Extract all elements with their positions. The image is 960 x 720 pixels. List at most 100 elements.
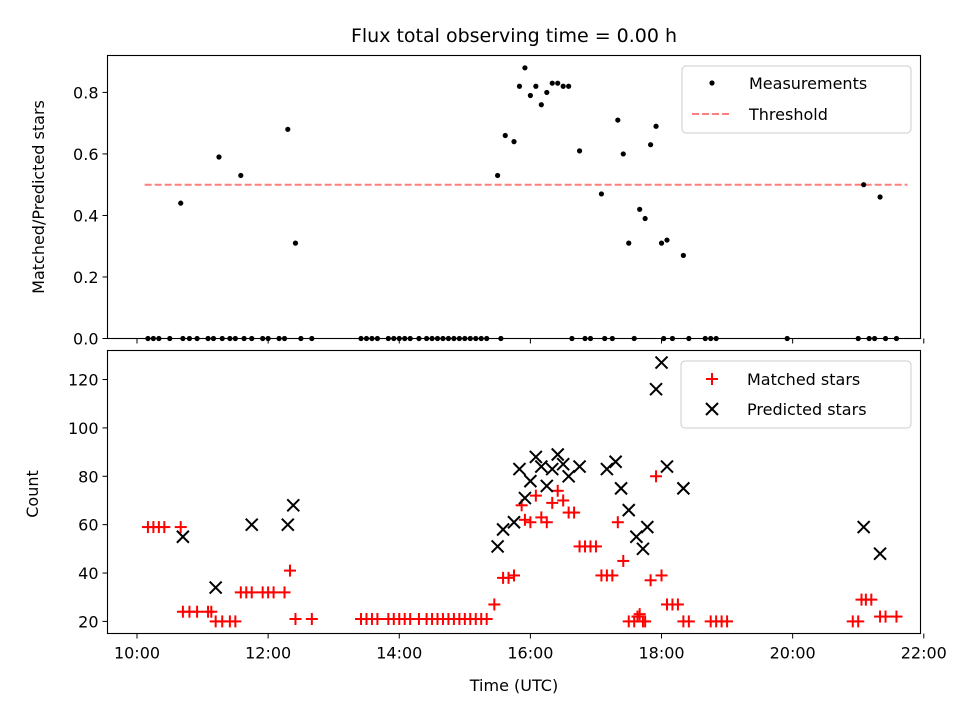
- top-plot-frame: [106, 54, 922, 340]
- measurement-point: [566, 83, 572, 89]
- ratio-panel: Flux total observing time = 0.00 h Match…: [29, 25, 925, 349]
- measurement-point: [502, 132, 508, 139]
- top-y-tick-label: 0.8: [73, 83, 98, 102]
- matched-star-point: [879, 610, 892, 623]
- measurement-point: [620, 151, 626, 157]
- measurement-point: [522, 65, 528, 71]
- x-tick-label: 18:00: [638, 644, 684, 663]
- matched-star-point: [529, 489, 542, 502]
- top-y-tick-label: 0.4: [73, 206, 98, 225]
- predicted-star-point: [636, 542, 650, 556]
- predicted-star-point: [281, 517, 295, 532]
- measurement-point: [877, 194, 883, 200]
- predicted-star-point: [507, 515, 521, 529]
- predicted-star-point: [556, 457, 570, 471]
- measurement-point: [533, 83, 539, 89]
- matched-star-point: [557, 494, 570, 507]
- matched-star-point: [174, 521, 187, 534]
- x-tick-label: 10:00: [114, 644, 160, 663]
- predicted-star-point: [676, 481, 691, 496]
- predicted-star-point: [654, 355, 669, 370]
- x-tick-label: 14:00: [376, 644, 422, 663]
- matched-star-point: [644, 574, 657, 587]
- measurement-point: [615, 117, 621, 123]
- measurement-point: [653, 123, 659, 129]
- predicted-star-point: [660, 459, 674, 474]
- legend-matched-label: Matched stars: [747, 370, 860, 389]
- matched-star-point: [524, 516, 537, 529]
- x-tick-label: 16:00: [507, 644, 553, 663]
- measurement-point: [642, 215, 648, 222]
- measurement-point: [527, 92, 533, 99]
- matched-star-point: [488, 598, 501, 611]
- matched-star-point: [546, 496, 559, 509]
- bottom-plot-frame: [106, 349, 922, 635]
- measurement-point: [178, 200, 184, 206]
- x-tick-label: 22:00: [901, 644, 947, 663]
- predicted-star-point: [572, 459, 587, 474]
- matched-star-point: [890, 610, 903, 623]
- predicted-star-point: [496, 522, 510, 537]
- predicted-star-point: [523, 474, 538, 488]
- measurement-point: [495, 172, 501, 179]
- x-tick-label: 20:00: [770, 644, 816, 663]
- matched-star-point: [650, 470, 663, 483]
- top-y-tick-label: 0.6: [73, 145, 98, 164]
- bottom-legend: Matched stars Predicted stars: [680, 360, 912, 429]
- top-legend-box: [681, 65, 912, 134]
- predicted-star-point: [208, 580, 223, 595]
- predicted-star-point: [614, 481, 628, 496]
- matched-star-point: [568, 506, 581, 519]
- predicted-star-point: [176, 530, 190, 544]
- bottom-y-axis-label: Count: [23, 470, 42, 518]
- matched-star-point: [682, 615, 695, 628]
- legend-predicted-marker: [705, 402, 719, 416]
- matched-star-point: [283, 564, 296, 577]
- chart-title: Flux total observing time = 0.00 h: [351, 25, 677, 47]
- matched-star-point: [551, 484, 564, 497]
- legend-measurements-marker: [709, 80, 715, 86]
- top-legend: Measurements Threshold: [681, 65, 912, 134]
- matched-star-point: [606, 569, 619, 582]
- bottom-y-tick-label: 100: [68, 419, 99, 438]
- predicted-star-point: [649, 382, 663, 396]
- matched-star-point: [721, 615, 734, 628]
- measurement-point: [658, 240, 665, 246]
- legend-matched-marker: [706, 373, 718, 385]
- matched-star-point: [245, 586, 258, 599]
- predicted-star-point: [490, 539, 505, 554]
- predicted-star-point: [529, 450, 543, 464]
- matched-star-point: [267, 586, 280, 599]
- matched-star-point: [671, 598, 684, 611]
- matched-star-point: [278, 586, 291, 599]
- measurement-point: [647, 142, 654, 148]
- top-y-tick-label: 0.0: [73, 330, 98, 349]
- measurement-point: [555, 80, 561, 86]
- predicted-star-point: [873, 546, 887, 561]
- bottom-y-tick-label: 20: [78, 612, 98, 631]
- predicted-star-point: [545, 462, 559, 476]
- bottom-y-tick-label: 40: [78, 564, 98, 583]
- matched-star-point: [502, 571, 515, 584]
- matched-star-point: [611, 516, 624, 529]
- matched-star-point: [480, 612, 493, 625]
- measurement-point: [238, 172, 244, 179]
- bottom-y-tick-label: 120: [68, 371, 99, 390]
- measurement-point: [285, 126, 291, 132]
- matched-star-point: [633, 608, 646, 621]
- measurement-point: [637, 206, 643, 212]
- predicted-star-point: [540, 479, 554, 493]
- measurement-point: [549, 80, 555, 86]
- matched-star-point: [205, 605, 218, 618]
- measurement-point: [516, 83, 523, 89]
- matched-star-point: [639, 615, 652, 628]
- matched-star-point: [371, 612, 384, 625]
- bottom-legend-box: [680, 360, 912, 429]
- matched-star-point: [508, 569, 520, 582]
- predicted-star-point: [534, 459, 549, 474]
- matched-star-point: [865, 593, 878, 606]
- x-tick-label: 12:00: [245, 644, 291, 663]
- predicted-star-point: [518, 491, 532, 505]
- predicted-star-point: [622, 503, 636, 517]
